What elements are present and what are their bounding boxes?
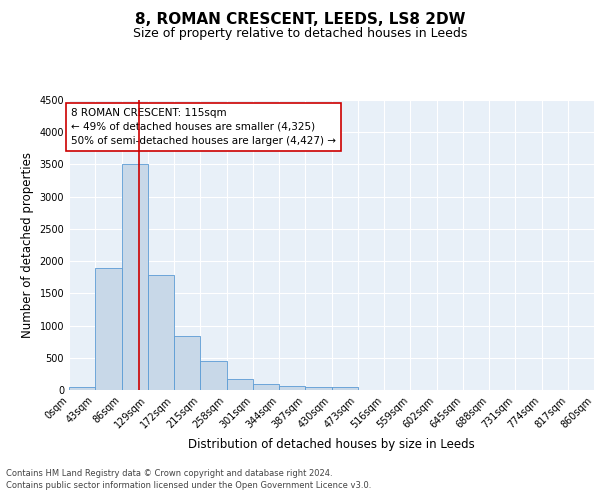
Bar bbox=[148, 276, 174, 390]
Bar bbox=[121, 164, 148, 390]
Text: 8, ROMAN CRESCENT, LEEDS, LS8 2DW: 8, ROMAN CRESCENT, LEEDS, LS8 2DW bbox=[135, 12, 465, 28]
Bar bbox=[174, 336, 200, 390]
Bar bbox=[279, 386, 305, 390]
Text: Contains HM Land Registry data © Crown copyright and database right 2024.: Contains HM Land Registry data © Crown c… bbox=[6, 468, 332, 477]
X-axis label: Distribution of detached houses by size in Leeds: Distribution of detached houses by size … bbox=[188, 438, 475, 451]
Y-axis label: Number of detached properties: Number of detached properties bbox=[21, 152, 34, 338]
Bar bbox=[227, 380, 253, 390]
Text: Size of property relative to detached houses in Leeds: Size of property relative to detached ho… bbox=[133, 28, 467, 40]
Bar bbox=[69, 387, 95, 390]
Bar bbox=[95, 268, 121, 390]
Bar bbox=[253, 384, 279, 390]
Bar bbox=[200, 361, 227, 390]
Bar bbox=[331, 387, 358, 390]
Text: 8 ROMAN CRESCENT: 115sqm
← 49% of detached houses are smaller (4,325)
50% of sem: 8 ROMAN CRESCENT: 115sqm ← 49% of detach… bbox=[71, 108, 336, 146]
Bar bbox=[305, 387, 331, 390]
Text: Contains public sector information licensed under the Open Government Licence v3: Contains public sector information licen… bbox=[6, 481, 371, 490]
